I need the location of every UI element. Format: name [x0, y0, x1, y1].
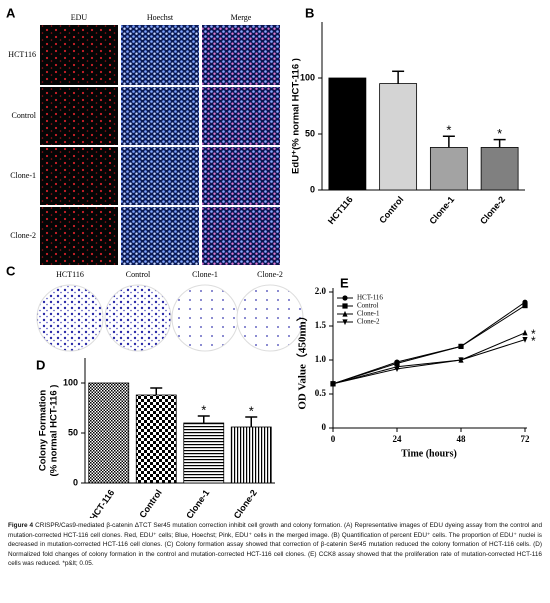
bar [429, 147, 468, 191]
column-header: HCT116 [56, 270, 84, 279]
y-axis-label: EdU⁺(% normal HCT-116 ) [291, 58, 302, 174]
legend-label: Control [357, 302, 378, 310]
point [342, 310, 348, 317]
point [330, 381, 336, 387]
row-label: Control [12, 111, 37, 120]
column-header: Hoechst [147, 13, 174, 22]
bar [135, 394, 177, 484]
y-tick-label: 0.5 [315, 388, 327, 398]
series-line [332, 301, 526, 385]
y-tick-label: 0 [310, 184, 315, 194]
point [394, 366, 400, 372]
x-tick-label: Clone-1 [184, 488, 211, 518]
panel-label: A [6, 5, 16, 20]
bar [480, 147, 519, 191]
x-tick-label: Control [137, 488, 164, 518]
point [342, 319, 348, 326]
point [522, 329, 528, 336]
column-header: Control [126, 270, 151, 279]
y-tick-label: 100 [63, 377, 78, 387]
annotation: * [497, 126, 502, 141]
row-label: Clone-1 [10, 171, 36, 180]
annotation: * [201, 402, 206, 417]
x-axis-label: Time (hours) [401, 448, 457, 459]
x-tick-label: Clone-2 [232, 488, 259, 518]
y-tick-label: 0 [73, 477, 78, 487]
x-tick-label: 0 [331, 434, 336, 444]
y-axis-label: Colony Formation [38, 390, 49, 471]
column-header: Merge [231, 13, 252, 22]
legend-label: HCT-116 [357, 294, 383, 302]
x-tick-label: 24 [393, 434, 403, 444]
bar [88, 382, 130, 484]
panel-label: D [36, 357, 45, 372]
caption-label: Figure 4 [8, 522, 34, 529]
colony-dishes [36, 284, 304, 352]
annotation: * [531, 334, 536, 348]
x-tick-label: Clone-1 [427, 194, 456, 226]
legend-label: Clone-1 [357, 310, 380, 318]
point [342, 295, 348, 301]
y-tick-label: 2.0 [315, 286, 327, 296]
series-line [332, 332, 526, 385]
row-label: HCT116 [8, 50, 36, 59]
point [458, 343, 464, 349]
panel-label: C [6, 263, 16, 278]
bar [183, 422, 225, 484]
figure-panels: A C EDU Hoechst MergeHCT116ControlClone-1C… [6, 5, 536, 522]
x-tick-label: Clone-2 [478, 194, 507, 226]
annotation: * [531, 327, 536, 341]
series-line [332, 339, 526, 385]
y-tick-label: 1.0 [315, 354, 327, 364]
point [522, 337, 528, 343]
bar [379, 83, 418, 191]
bar [230, 426, 272, 484]
column-header: EDU [71, 13, 88, 22]
x-tick-label: HCT-116 [88, 488, 117, 518]
microscopy-images [40, 25, 280, 265]
y-axis-label: (% normal HCT-116 ) [49, 385, 60, 477]
y-tick-label: 0 [322, 422, 327, 432]
point [342, 303, 348, 309]
point [522, 303, 528, 309]
column-header: Clone-1 [192, 270, 218, 279]
row-label: Clone-2 [10, 231, 36, 240]
x-tick-label: 72 [521, 434, 531, 444]
panel-label: B [305, 5, 314, 20]
x-tick-label: 48 [457, 434, 467, 444]
panel-label: E [340, 275, 349, 290]
x-tick-label: HCT116 [326, 194, 355, 226]
caption: Figure 4 CRISPR/Cas9-mediated β-catenin … [8, 521, 542, 569]
y-tick-label: 100 [300, 72, 315, 82]
bar [328, 77, 367, 191]
y-axis-label: OD Value（450nm） [296, 310, 309, 409]
series-line [332, 305, 526, 385]
point [458, 357, 464, 364]
point [394, 360, 400, 366]
y-tick-label: 1.5 [315, 320, 327, 330]
annotation: * [249, 403, 254, 418]
legend-label: Clone-2 [357, 318, 380, 326]
caption-text: CRISPR/Cas9-mediated β-catenin ΔTCT Ser4… [8, 522, 543, 568]
x-tick-label: Control [377, 194, 405, 225]
annotation: * [446, 123, 451, 138]
y-tick-label: 50 [68, 427, 78, 437]
column-header: Clone-2 [257, 270, 283, 279]
y-tick-label: 50 [305, 128, 315, 138]
